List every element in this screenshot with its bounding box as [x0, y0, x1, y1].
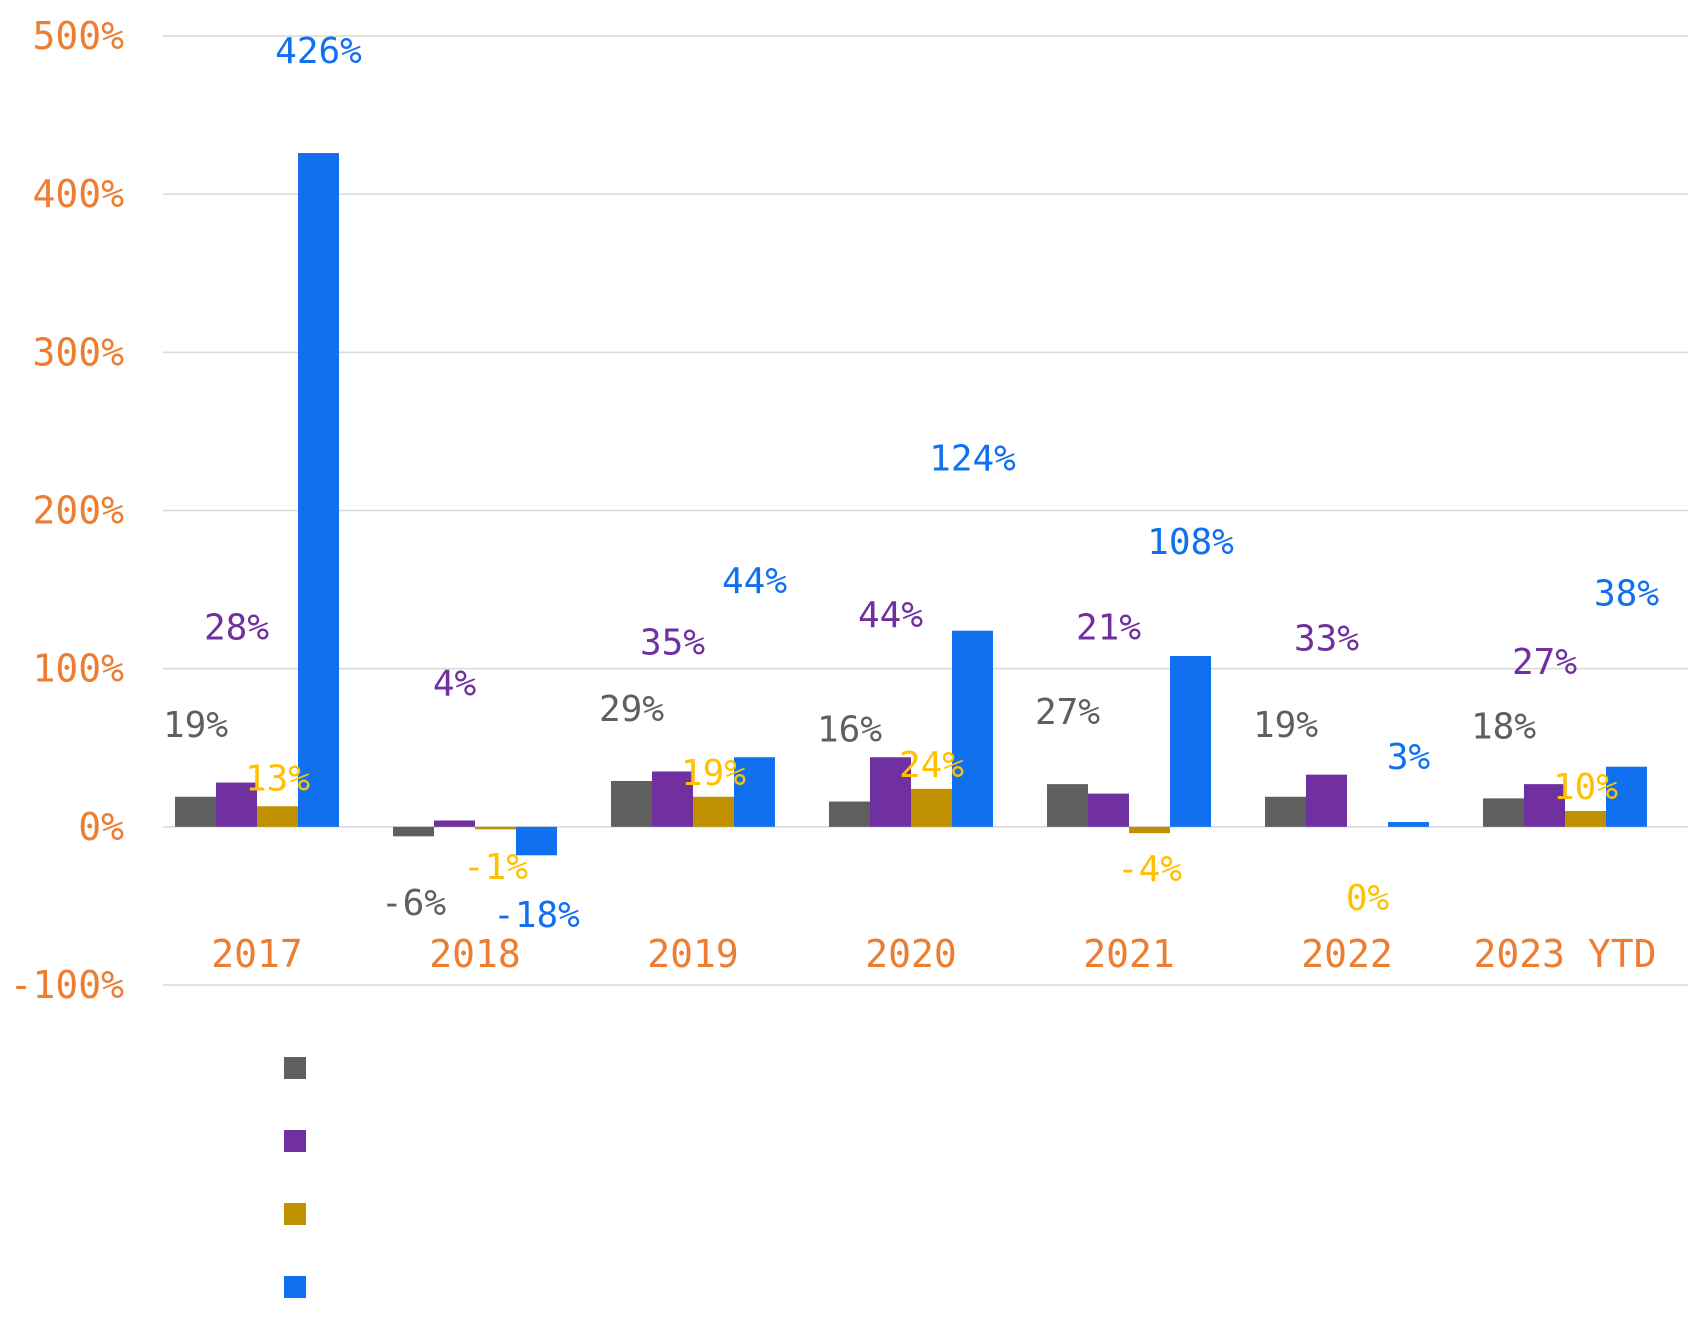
bar [475, 826, 516, 830]
bar [1265, 796, 1306, 827]
y-tick-label: 400% [32, 172, 124, 216]
data-label: 29% [599, 689, 664, 730]
data-label: 44% [858, 595, 923, 636]
x-tick-label: 2022 [1301, 932, 1393, 976]
x-axis: 2017 2018 2019 2020 2021 2022 2023 YTD [211, 932, 1656, 976]
data-label: 19% [681, 753, 746, 794]
data-label: 3% [1387, 737, 1431, 778]
y-tick-label: 0% [78, 805, 124, 849]
bar [870, 757, 911, 827]
bar [1129, 826, 1170, 834]
data-label: 0% [1346, 878, 1390, 919]
data-label: 44% [722, 561, 787, 602]
bar [1606, 766, 1647, 827]
y-tick-label: 100% [32, 647, 124, 691]
data-label: 27% [1512, 642, 1577, 683]
legend-swatch [284, 1276, 306, 1298]
legend-swatch [284, 1130, 306, 1152]
data-label: 19% [1253, 705, 1318, 746]
x-tick-label: 2019 [647, 932, 739, 976]
data-label: 426% [275, 31, 362, 72]
bar [1524, 784, 1565, 827]
data-label: -4% [1117, 849, 1182, 890]
data-label: -18% [493, 895, 580, 936]
x-tick-label: 2018 [429, 932, 521, 976]
bar [693, 796, 734, 827]
x-tick-label: 2017 [211, 932, 303, 976]
legend-swatch [284, 1057, 306, 1079]
bar [1088, 793, 1129, 827]
data-label: 27% [1035, 692, 1100, 733]
bar [175, 796, 216, 827]
legend [284, 1057, 306, 1298]
bar [652, 771, 693, 827]
data-label: -6% [381, 883, 446, 924]
data-label: 18% [1471, 706, 1536, 747]
data-label: 4% [433, 664, 477, 705]
bar [911, 788, 952, 827]
bar [1483, 798, 1524, 827]
bar [1565, 811, 1606, 827]
data-label: 21% [1076, 608, 1141, 649]
data-label: 124% [929, 439, 1016, 480]
bar [257, 806, 298, 827]
data-label: 13% [245, 758, 310, 799]
x-tick-label: 2023 YTD [1473, 932, 1656, 976]
bar [1170, 656, 1211, 827]
bar [734, 757, 775, 827]
bar [298, 153, 339, 827]
y-tick-label: -100% [10, 963, 125, 1007]
bar [393, 826, 434, 837]
x-tick-label: 2021 [1083, 932, 1175, 976]
bar [1047, 784, 1088, 827]
data-labels: 19% -6% 29% 16% 27% 19% 18% 28% 4% 35% 44% 21% 33% 27… [163, 31, 1659, 936]
data-label: 10% [1553, 767, 1618, 808]
bar [952, 630, 993, 827]
data-label: 108% [1147, 522, 1234, 563]
y-axis: 500% 400% 300% 200% 100% 0% -100% [10, 14, 125, 1007]
bar [611, 780, 652, 827]
data-label: 28% [204, 608, 269, 649]
data-label: 38% [1594, 574, 1659, 615]
bar [434, 820, 475, 827]
data-label: 35% [640, 622, 705, 663]
bars [175, 153, 1647, 856]
bar [829, 801, 870, 827]
data-label: 24% [899, 745, 964, 786]
bar [1306, 774, 1347, 827]
data-label: 16% [817, 710, 882, 751]
y-tick-label: 500% [32, 14, 124, 58]
bar [216, 782, 257, 827]
y-tick-label: 300% [32, 330, 124, 374]
x-tick-label: 2020 [865, 932, 957, 976]
y-tick-label: 200% [32, 489, 124, 533]
gridlines [163, 35, 1688, 986]
bar [516, 826, 557, 856]
bar [1388, 822, 1429, 827]
data-label: -1% [463, 847, 528, 888]
data-label: 33% [1294, 619, 1359, 660]
data-label: 19% [163, 705, 228, 746]
legend-swatch [284, 1203, 306, 1225]
